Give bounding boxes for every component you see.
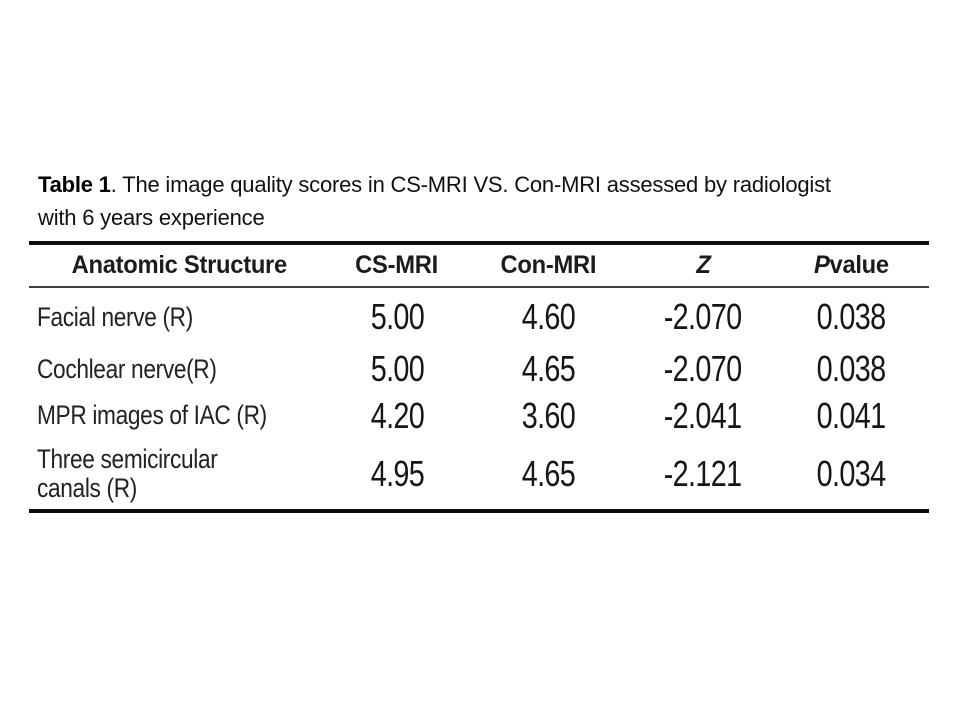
- table-row: Cochlear nerve(R) 5.00 4.65 -2.070 0.038: [29, 346, 929, 392]
- cell-con-mri: 4.65: [521, 453, 575, 494]
- row-label: Facial nerve (R): [37, 301, 193, 332]
- cell-cs-mri: 4.20: [370, 394, 424, 436]
- cell-p-value: 0.038: [817, 348, 887, 389]
- column-header-cs-mri: CS-MRI: [355, 251, 439, 279]
- caption-text: . The image quality scores in CS-MRI VS.…: [110, 172, 831, 197]
- caption-table-number: Table 1: [38, 172, 111, 197]
- table-header-row: Anatomic Structure CS-MRI Con-MRI Z Pval…: [29, 245, 929, 288]
- table-row: Facial nerve (R) 5.00 4.60 -2.070 0.038: [29, 288, 929, 346]
- column-header-p-value: Pvalue: [774, 251, 929, 280]
- caption-line2: with 6 years experience: [38, 205, 265, 230]
- cell-p-value: 0.034: [817, 453, 887, 494]
- results-table: Anatomic Structure CS-MRI Con-MRI Z Pval…: [29, 241, 929, 513]
- cell-z: -2.070: [664, 296, 742, 337]
- column-header-z: Z: [695, 251, 711, 279]
- table-row: Three semicircular canals (R) 4.95 4.65 -…: [29, 439, 929, 509]
- p-rest: value: [829, 251, 890, 279]
- cell-z: -2.070: [664, 348, 742, 389]
- row-label: MPR images of IAC (R): [37, 400, 267, 430]
- cell-cs-mri: 5.00: [370, 348, 424, 389]
- row-label: Three semicircular canals (R): [37, 444, 218, 503]
- cell-cs-mri: 4.95: [370, 453, 424, 494]
- column-header-con-mri: Con-MRI: [500, 251, 596, 279]
- table-row: MPR images of IAC (R) 4.20 3.60 -2.041 0…: [29, 392, 929, 439]
- cell-con-mri: 3.60: [521, 394, 575, 436]
- cell-z: -2.041: [664, 394, 742, 436]
- table-caption: Table 1. The image quality scores in CS-…: [38, 168, 918, 234]
- cell-z: -2.121: [664, 453, 742, 494]
- column-header-anatomic-structure: Anatomic Structure: [71, 251, 288, 279]
- caption-line1: Table 1. The image quality scores in CS-…: [38, 172, 831, 197]
- cell-con-mri: 4.60: [521, 296, 575, 337]
- row-label: Cochlear nerve(R): [37, 353, 217, 384]
- cell-p-value: 0.038: [817, 296, 887, 337]
- cell-con-mri: 4.65: [521, 348, 575, 389]
- p-italic: P: [814, 251, 830, 279]
- cell-p-value: 0.041: [817, 394, 887, 436]
- cell-cs-mri: 5.00: [370, 296, 424, 337]
